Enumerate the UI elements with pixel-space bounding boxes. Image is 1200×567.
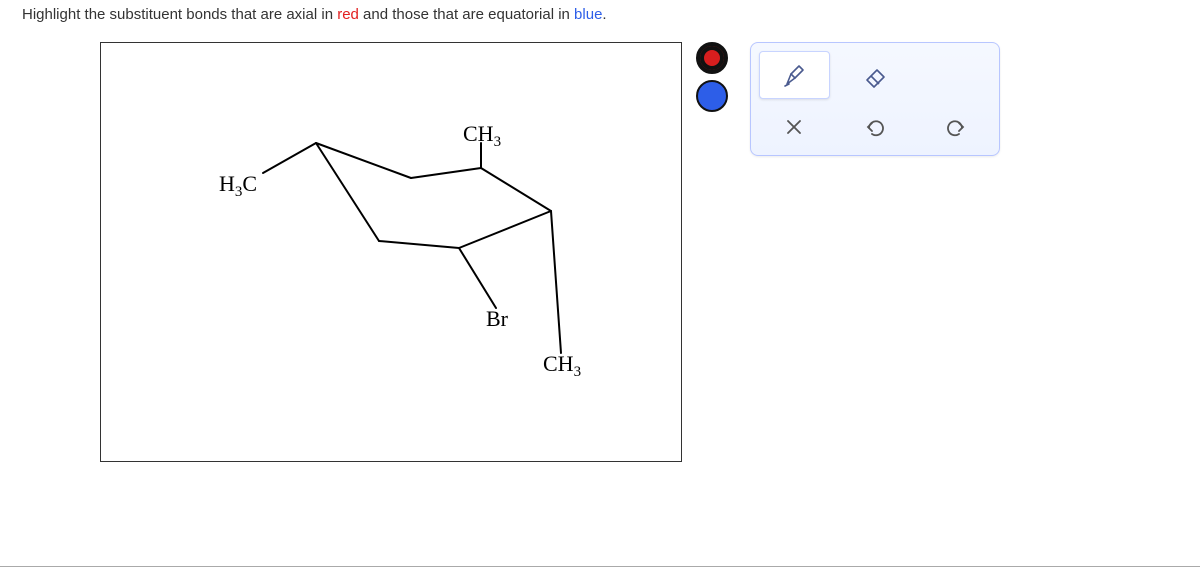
marker-tool-button[interactable] xyxy=(759,51,830,99)
eraser-tool-button[interactable] xyxy=(840,51,911,99)
instruction-prefix: Highlight the substituent bonds that are… xyxy=(22,6,337,23)
label-ch3-bottom: CH3 xyxy=(543,351,581,380)
clear-button[interactable] xyxy=(759,107,830,147)
color-palette xyxy=(694,42,730,112)
color-swatch-red[interactable] xyxy=(696,42,728,74)
undo-icon xyxy=(863,116,887,138)
instruction-mid: and those that are equatorial in xyxy=(359,6,574,23)
ring-bond-0[interactable] xyxy=(316,143,411,178)
instruction-text: Highlight the substituent bonds that are… xyxy=(22,6,607,23)
bond-br[interactable] xyxy=(459,248,496,308)
ring-bond-2[interactable] xyxy=(481,168,551,211)
color-swatch-blue[interactable] xyxy=(696,80,728,112)
ring-bond-5[interactable] xyxy=(316,143,379,241)
marker-icon xyxy=(779,60,809,90)
toolbar xyxy=(750,42,1000,156)
bond-h3c-left[interactable] xyxy=(263,143,316,173)
instruction-suffix: . xyxy=(602,6,606,23)
instruction-axial-word: red xyxy=(337,6,359,23)
instruction-equatorial-word: blue xyxy=(574,6,602,23)
close-icon xyxy=(783,116,805,138)
redo-button[interactable] xyxy=(920,107,991,147)
bond-ch3-bottom[interactable] xyxy=(551,211,561,353)
drawing-canvas[interactable]: H3C CH3 Br CH3 xyxy=(100,42,682,462)
page-root: Highlight the substituent bonds that are… xyxy=(0,0,1200,567)
molecule-svg: H3C CH3 Br CH3 xyxy=(101,43,683,463)
ring-bond-4[interactable] xyxy=(379,241,459,248)
label-ch3-top: CH3 xyxy=(463,121,501,150)
label-h3c-left: H3C xyxy=(219,171,257,200)
ring-bond-3[interactable] xyxy=(459,211,551,248)
eraser-icon xyxy=(860,60,890,90)
redo-icon xyxy=(944,116,968,138)
label-br: Br xyxy=(486,306,509,331)
ring-bond-1[interactable] xyxy=(411,168,481,178)
undo-button[interactable] xyxy=(840,107,911,147)
